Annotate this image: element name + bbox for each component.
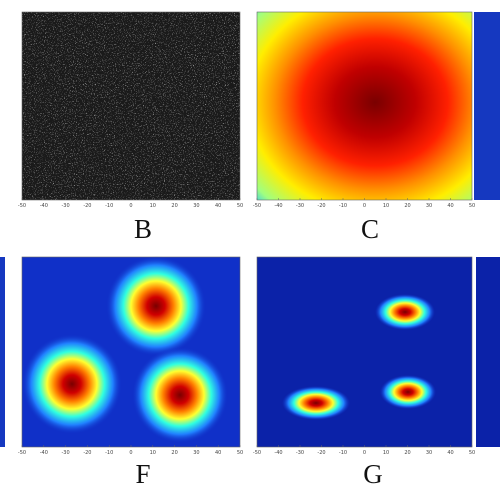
x-tick-label: 0 [363, 450, 366, 456]
partial-panel [474, 12, 500, 200]
x-tick-label: -30 [296, 203, 304, 209]
x-tick-label: -50 [18, 450, 26, 456]
x-tick-label: -50 [253, 450, 261, 456]
x-tick-label: 20 [171, 450, 177, 456]
x-tick-label: 10 [383, 450, 389, 456]
panel-label: F [135, 459, 150, 489]
x-tick-label: 50 [237, 450, 243, 456]
heatmap [257, 257, 472, 447]
x-tick-label: -20 [83, 450, 91, 456]
panel-label: C [361, 214, 379, 244]
x-tick-label: -20 [83, 203, 91, 209]
x-tick-label: -30 [296, 450, 304, 456]
x-tick-label: 50 [237, 203, 243, 209]
x-tick-label: 40 [215, 203, 221, 209]
panel-label: G [363, 459, 383, 489]
x-tick-label: -20 [317, 203, 325, 209]
x-tick-label: 20 [171, 203, 177, 209]
x-tick-label: -30 [62, 203, 70, 209]
x-tick-label: 10 [383, 203, 389, 209]
heatmap [22, 256, 240, 447]
x-tick-label: -10 [105, 203, 113, 209]
partial-panel [0, 257, 5, 447]
x-tick-label: 50 [469, 203, 475, 209]
x-tick-label: 50 [469, 450, 475, 456]
x-tick-label: 20 [404, 450, 410, 456]
x-tick-label: -50 [253, 203, 261, 209]
x-tick-label: -40 [40, 450, 48, 456]
x-tick-label: -40 [274, 203, 282, 209]
x-tick-label: -40 [40, 203, 48, 209]
x-tick-label: 30 [193, 450, 199, 456]
x-tick-label: -10 [339, 450, 347, 456]
x-tick-label: -50 [18, 203, 26, 209]
x-tick-label: 30 [426, 450, 432, 456]
panel-label: B [134, 214, 152, 244]
x-tick-label: 0 [129, 203, 132, 209]
x-tick-label: -40 [274, 450, 282, 456]
x-tick-label: 30 [426, 203, 432, 209]
x-tick-label: 20 [404, 203, 410, 209]
x-tick-label: 30 [193, 203, 199, 209]
x-tick-label: 10 [150, 203, 156, 209]
x-tick-label: 0 [363, 203, 366, 209]
x-tick-label: -30 [62, 450, 70, 456]
x-tick-label: 0 [129, 450, 132, 456]
x-tick-label: 10 [150, 450, 156, 456]
partial-panel [476, 257, 500, 447]
x-tick-label: 40 [447, 450, 453, 456]
noise-texture [22, 12, 240, 200]
x-tick-label: -10 [339, 203, 347, 209]
x-tick-label: -10 [105, 450, 113, 456]
x-tick-label: 40 [447, 203, 453, 209]
x-tick-label: 40 [215, 450, 221, 456]
x-tick-label: -20 [317, 450, 325, 456]
heatmap [257, 12, 472, 200]
